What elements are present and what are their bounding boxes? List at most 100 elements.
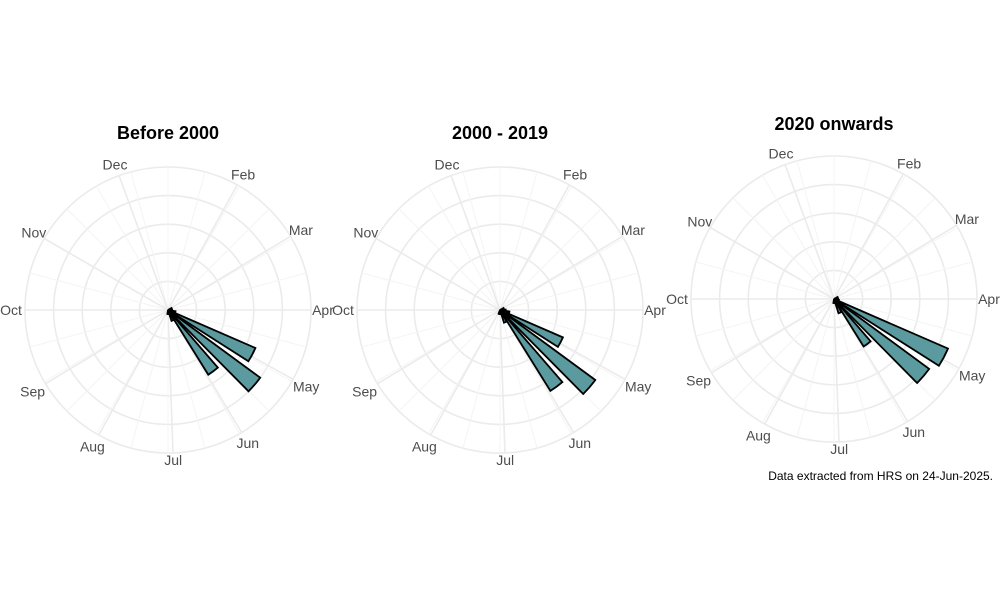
- grid-spoke-minor: [499, 309, 538, 449]
- month-label-nov: Nov: [21, 225, 46, 241]
- grid-spoke-minor: [732, 197, 835, 300]
- month-label-sep: Sep: [20, 383, 45, 399]
- month-label-aug: Aug: [80, 438, 105, 454]
- bar-jul: [499, 309, 564, 393]
- month-labels: Dec Feb Mar Apr May Jun Jul Aug Sep Oct Nov: [0, 156, 334, 468]
- month-label-may: May: [959, 368, 985, 384]
- panel-title: Before 2000: [117, 123, 219, 143]
- grid-spoke: [118, 175, 169, 311]
- month-label-jun: Jun: [903, 424, 926, 440]
- grid-spoke: [98, 309, 169, 436]
- grid-spoke: [167, 309, 174, 453]
- grid-spoke-minor: [499, 272, 639, 311]
- bar-may: [167, 309, 257, 363]
- panel-2020-onwards: 2020 onwards Dec Feb Mar Apr May Jun Jul Aug Sep…: [666, 114, 1000, 457]
- grid-spoke: [167, 235, 292, 311]
- panel-before-2000: Before 2000 Dec Feb Mar Apr May Jun Jul Aug Sep O…: [0, 123, 334, 468]
- grid-spoke-minor: [167, 309, 307, 348]
- month-labels: Dec Feb Mar Apr May Jun Jul Aug Sep Oct Nov: [332, 156, 666, 468]
- panel-title: 2000 - 2019: [452, 123, 548, 143]
- bar-nov: [497, 309, 501, 316]
- bar-feb: [499, 307, 506, 311]
- grid-spoke-minor: [130, 171, 169, 311]
- month-label-jun: Jun: [237, 435, 260, 451]
- grid-spoke: [784, 164, 835, 300]
- month-labels: Dec Feb Mar Apr May Jun Jul Aug Sep Oct Nov: [666, 145, 1000, 457]
- month-label-nov: Nov: [687, 214, 712, 230]
- polar-grid: [24, 166, 312, 454]
- grid-spoke-minor: [29, 309, 169, 348]
- grid-spoke-minor: [361, 272, 501, 311]
- grid-spoke-minor: [796, 160, 835, 300]
- bar-jun: [833, 298, 931, 385]
- bar-jul: [833, 298, 872, 348]
- grid-spoke: [376, 309, 501, 385]
- month-label-dec: Dec: [435, 156, 460, 172]
- bar-oct: [166, 309, 170, 315]
- bar-jun: [499, 309, 597, 396]
- panel-2000-2019: 2000 - 2019 Dec Feb Mar Apr May Jun Jul Aug Sep O…: [332, 123, 666, 468]
- grid-spoke: [450, 175, 501, 311]
- bar-jul: [167, 309, 220, 376]
- grid-spoke-minor: [833, 298, 872, 438]
- grid-spoke: [499, 184, 570, 311]
- panel-title: 2020 onwards: [774, 114, 893, 134]
- wedge-group: [166, 306, 262, 393]
- month-label-oct: Oct: [0, 302, 22, 318]
- grid-spoke-minor: [732, 298, 835, 401]
- grid-spoke: [710, 298, 835, 374]
- month-label-mar: Mar: [621, 222, 645, 238]
- grid-spoke-minor: [499, 208, 602, 311]
- bar-oct: [832, 298, 836, 304]
- grid-spoke-minor: [833, 261, 973, 300]
- grid-spoke: [833, 173, 904, 300]
- month-label-jun: Jun: [569, 435, 592, 451]
- grid-spoke: [44, 309, 169, 385]
- bar-feb: [167, 307, 174, 311]
- grid-spoke-minor: [361, 309, 501, 348]
- grid-spoke-minor: [796, 298, 835, 438]
- bar-jun: [167, 309, 262, 393]
- month-label-aug: Aug: [412, 438, 437, 454]
- bar-mar: [833, 297, 839, 301]
- wedge-group: [832, 295, 950, 385]
- month-label-feb: Feb: [563, 166, 587, 182]
- grid-spoke-minor: [833, 197, 936, 300]
- month-label-jul: Jul: [830, 441, 848, 457]
- grid-spoke: [375, 237, 501, 311]
- grid-spoke-minor: [833, 160, 872, 300]
- grid-spoke-minor: [66, 208, 169, 311]
- grid-spoke: [499, 309, 506, 453]
- grid-spoke-minor: [499, 171, 538, 311]
- wedge-group: [497, 306, 597, 396]
- grid-spoke-minor: [499, 309, 639, 348]
- grid-spoke: [43, 237, 169, 311]
- month-label-dec: Dec: [103, 156, 128, 172]
- month-label-sep: Sep: [686, 372, 711, 388]
- grid-spoke: [430, 309, 501, 436]
- grid-spoke: [764, 298, 835, 425]
- grid-spoke-minor: [167, 309, 206, 449]
- month-label-jul: Jul: [496, 452, 514, 468]
- grid-spoke: [167, 184, 238, 311]
- month-label-feb: Feb: [897, 155, 921, 171]
- bar-may: [499, 309, 565, 349]
- month-label-feb: Feb: [231, 166, 255, 182]
- grid-spoke-minor: [462, 171, 501, 311]
- month-label-apr: Apr: [644, 302, 666, 318]
- month-label-may: May: [625, 379, 651, 395]
- grid-spoke: [833, 224, 958, 300]
- month-label-nov: Nov: [353, 225, 378, 241]
- grid-spoke-minor: [66, 309, 169, 412]
- grid-spoke: [499, 235, 624, 311]
- grid-spoke-minor: [130, 309, 169, 449]
- grid-spoke: [709, 226, 835, 300]
- month-label-sep: Sep: [352, 383, 377, 399]
- grid-spoke-minor: [398, 208, 501, 311]
- month-label-aug: Aug: [746, 427, 771, 443]
- month-label-mar: Mar: [289, 222, 313, 238]
- grid-spoke-minor: [428, 185, 501, 311]
- grid-spoke-minor: [695, 261, 835, 300]
- grid-spoke-minor: [833, 298, 973, 337]
